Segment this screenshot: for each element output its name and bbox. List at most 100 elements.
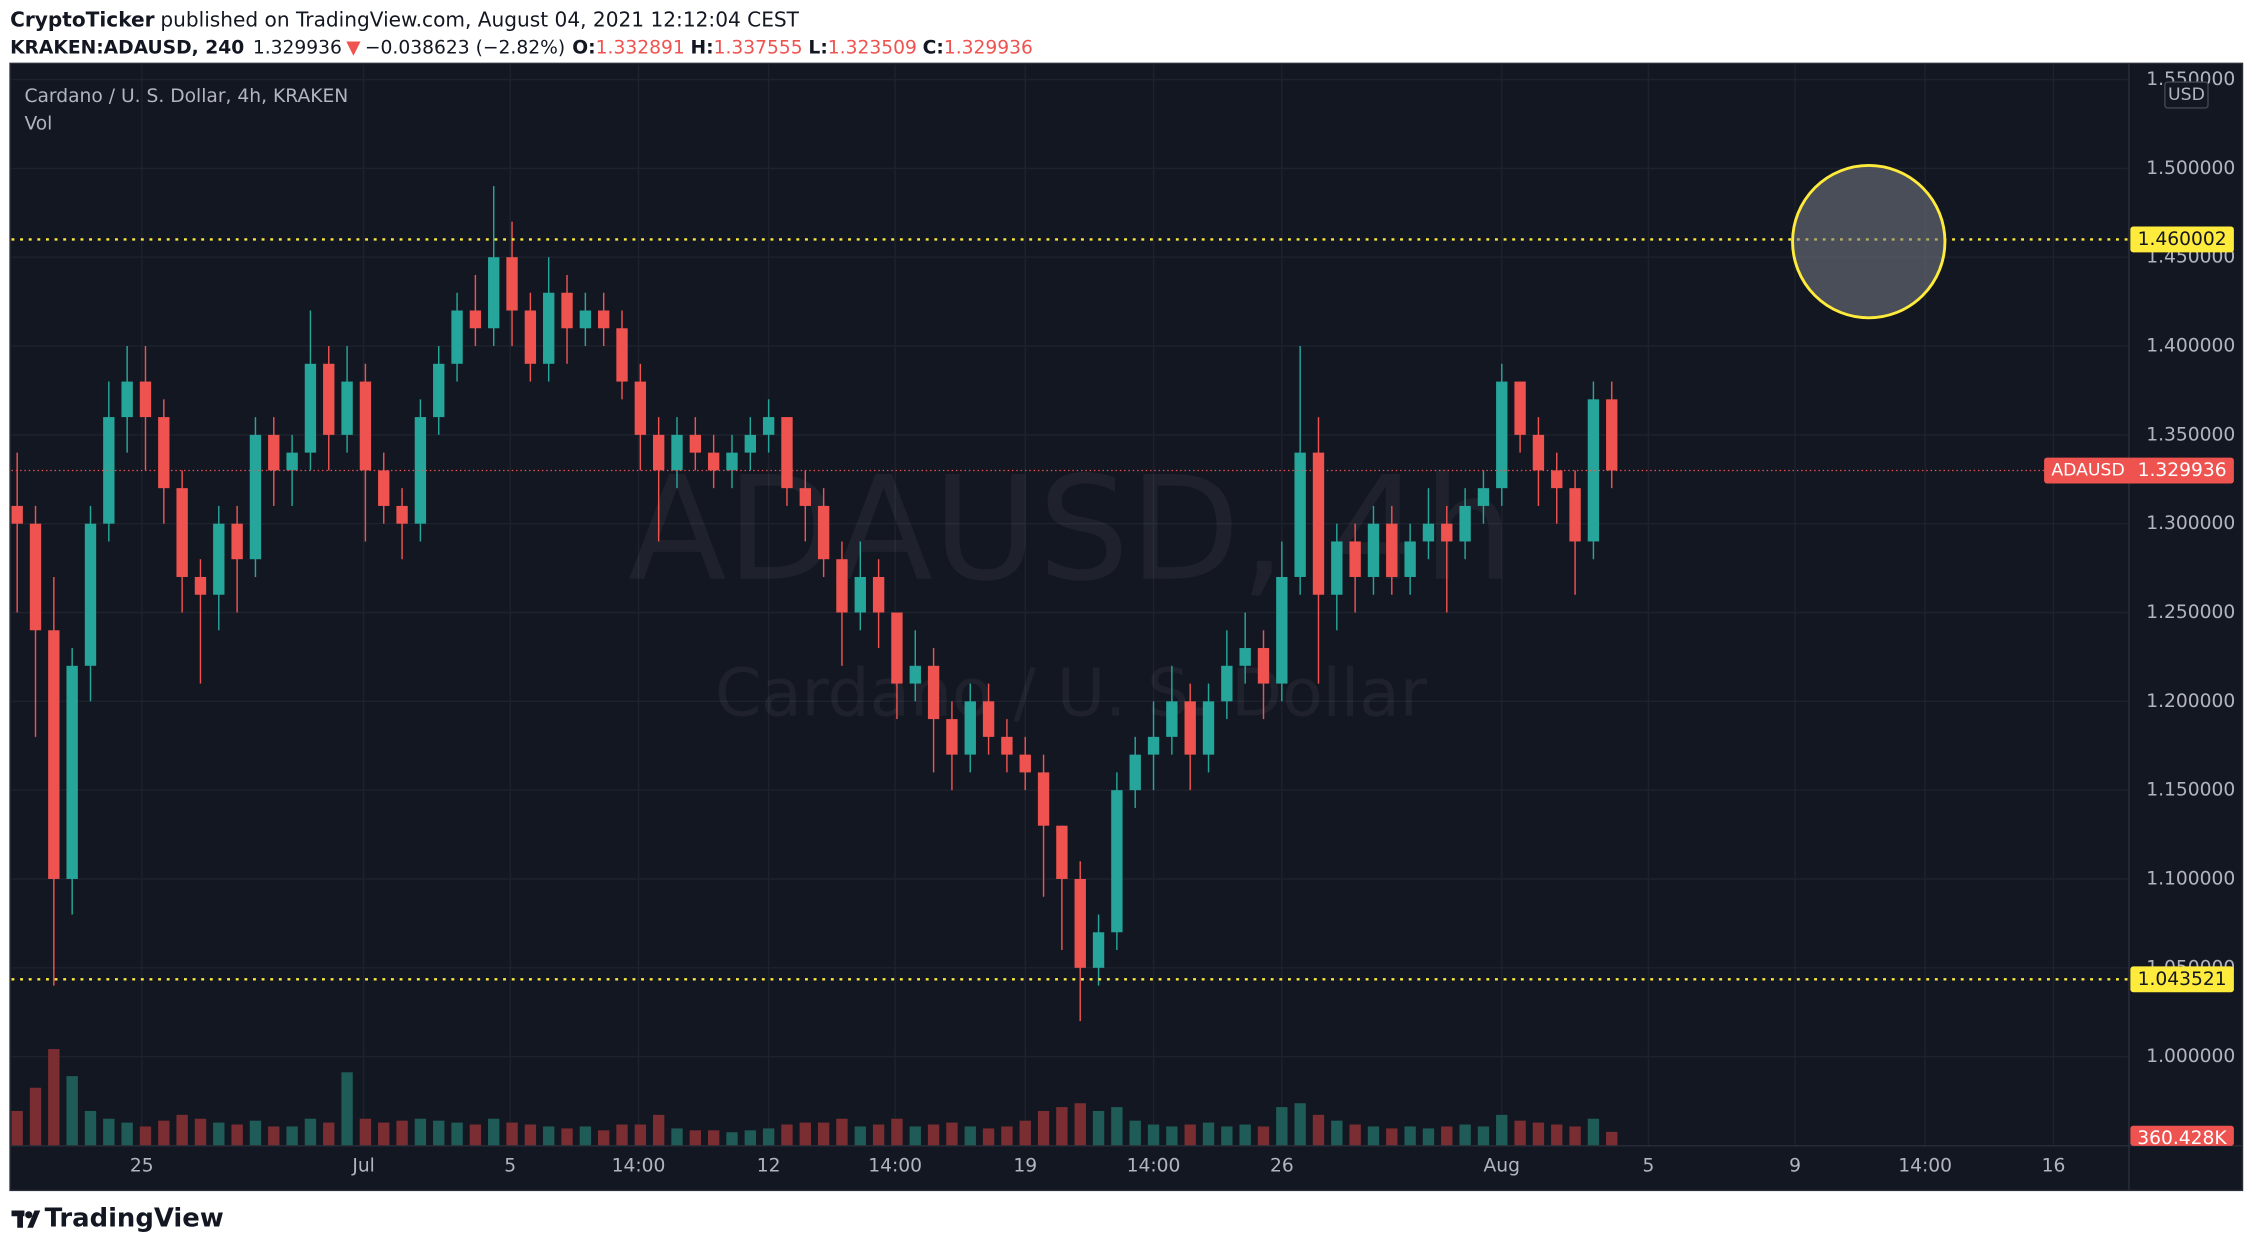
candle-body	[158, 417, 170, 489]
candle-body	[1202, 701, 1215, 755]
x-tick-label: Jul	[351, 1155, 375, 1176]
candle-body	[1404, 541, 1416, 577]
volume-bar	[341, 1072, 353, 1146]
volume-bar	[799, 1122, 811, 1146]
x-tick-label: 14:00	[612, 1155, 666, 1176]
volume-bar	[1257, 1126, 1270, 1146]
volume-bar	[213, 1122, 225, 1146]
volume-bar	[836, 1118, 848, 1146]
x-tick-label: 19	[1013, 1155, 1037, 1176]
volume-bar	[909, 1126, 921, 1146]
candle-body	[854, 576, 866, 613]
candle-body	[1367, 523, 1380, 577]
candle-body	[1569, 488, 1581, 542]
volume-bar	[29, 1087, 42, 1146]
logo	[11, 1210, 41, 1228]
volume-bar	[1441, 1126, 1453, 1146]
published: published on TradingView.com, August 04,…	[160, 7, 799, 31]
y-tick-label: 1.000000	[2146, 1046, 2235, 1067]
volume-bar	[1532, 1122, 1545, 1146]
volume-bar	[1551, 1124, 1563, 1146]
candle-body	[1221, 665, 1233, 702]
currency-box	[2164, 81, 2209, 109]
candle-body	[359, 381, 372, 471]
candle-body	[1092, 932, 1105, 968]
volume-bar	[84, 1110, 97, 1146]
volume-bar	[1606, 1131, 1618, 1146]
volume-bar	[946, 1122, 958, 1146]
volume-bar	[579, 1126, 592, 1146]
grid	[11, 64, 2128, 1146]
volume-bar	[176, 1114, 188, 1146]
candle-body	[1129, 754, 1141, 791]
candle-body	[634, 381, 647, 435]
open-label: O:	[572, 37, 595, 58]
x-tick-label: 16	[2042, 1155, 2066, 1176]
x-tick-label: 5	[504, 1155, 516, 1176]
candle-body	[1056, 825, 1068, 879]
volume-bar	[286, 1126, 298, 1146]
candle-body	[451, 310, 463, 364]
candle-body	[799, 488, 811, 506]
volume-bar	[1184, 1124, 1196, 1146]
candle-body	[1551, 470, 1563, 489]
hline-label-box	[2130, 226, 2234, 253]
candle-body	[1349, 541, 1361, 577]
x-tick-label: 12	[757, 1155, 781, 1176]
volume-bar	[927, 1124, 940, 1146]
candle-body	[433, 363, 445, 418]
symbol: KRAKEN:ADAUSD, 240	[10, 37, 244, 58]
marks	[11, 186, 2128, 1146]
x-tick-label: 5	[1642, 1155, 1654, 1176]
y-tick-label: 1.250000	[2146, 602, 2235, 623]
close-label: C:	[923, 37, 944, 58]
volume-bar	[817, 1122, 830, 1146]
volume-bar	[1294, 1103, 1306, 1146]
volume-bar	[543, 1126, 555, 1146]
candle-body	[1422, 523, 1435, 542]
close: 1.329936	[944, 37, 1033, 58]
volume-bar	[964, 1126, 976, 1146]
hline-label-box	[2130, 966, 2234, 993]
volume-bar	[1477, 1126, 1490, 1146]
candle-body	[506, 257, 518, 311]
volume-bar	[652, 1114, 665, 1146]
change: −0.038623 (−2.82%)	[365, 37, 565, 58]
volume-bar	[1001, 1126, 1013, 1146]
candle-body	[1606, 399, 1618, 471]
volume-bar	[1239, 1124, 1251, 1146]
candle-body	[817, 505, 830, 560]
candle-body	[48, 630, 60, 879]
x-tick-label: 14:00	[1898, 1155, 1952, 1176]
volume-bar	[1074, 1103, 1086, 1146]
candle-body	[1312, 452, 1325, 595]
candle-body	[982, 701, 995, 737]
candle-body	[689, 434, 702, 453]
volume-bar	[1587, 1118, 1600, 1146]
x-tick-label: Aug	[1484, 1155, 1520, 1176]
candle-body	[103, 417, 115, 524]
y-tick-label: 1.400000	[2146, 336, 2235, 357]
volume-bar	[689, 1130, 702, 1146]
volume-bar	[1514, 1120, 1526, 1146]
candle-body	[11, 505, 23, 524]
candle-body	[378, 470, 390, 506]
y-tick-label: 1.300000	[2146, 513, 2235, 534]
candle-body	[1441, 523, 1453, 542]
candle-body	[762, 417, 775, 435]
volume-label: 360.428K	[2137, 1128, 2227, 1149]
volume-bar	[249, 1120, 262, 1146]
volume-bar	[1147, 1124, 1160, 1146]
candle-body	[1331, 541, 1343, 595]
highlight-circle	[1791, 164, 1947, 320]
author: CryptoTicker	[10, 7, 155, 31]
candle-body	[579, 310, 592, 329]
candle-body	[561, 292, 573, 329]
volume-bar	[616, 1124, 628, 1146]
candle-body	[616, 328, 628, 382]
candle-body	[872, 576, 885, 613]
volume-bar	[414, 1118, 427, 1146]
volume-bar	[48, 1049, 60, 1146]
candle-body	[1276, 576, 1288, 684]
candle-body	[781, 417, 793, 489]
